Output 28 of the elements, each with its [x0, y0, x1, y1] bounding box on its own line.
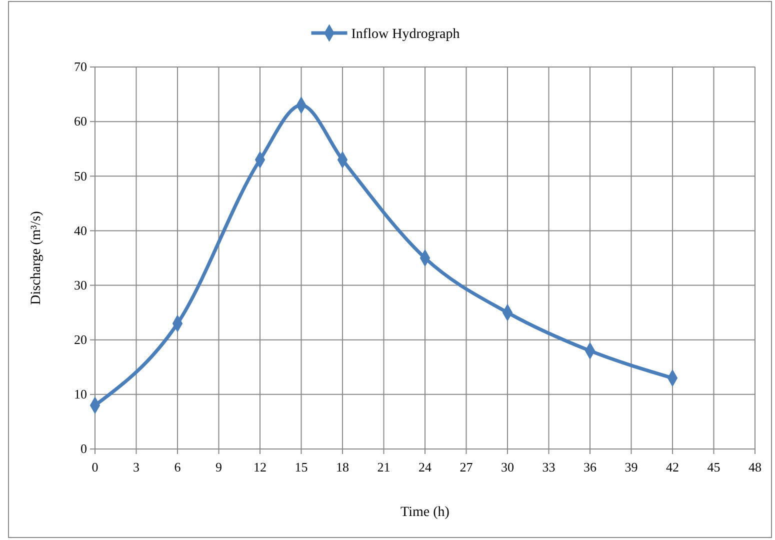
- x-tick-label: 36: [584, 459, 597, 474]
- x-tick-label: 9: [216, 459, 222, 474]
- y-axis-title: Discharge (m³/s): [29, 210, 44, 305]
- y-tick-label: 60: [74, 114, 87, 129]
- y-tick-label: 10: [74, 386, 87, 402]
- x-tick-label: 24: [418, 459, 432, 474]
- x-tick-label: 15: [294, 459, 308, 474]
- x-tick-label: 18: [336, 459, 349, 474]
- x-tick-label: 12: [254, 459, 266, 474]
- legend-label: Inflow Hydrograph: [351, 26, 460, 42]
- y-tick-label: 40: [74, 222, 87, 238]
- x-tick-label: 45: [707, 459, 720, 474]
- y-tick-label: 0: [80, 441, 87, 456]
- y-tick-label: 70: [74, 59, 87, 74]
- x-tick-label: 33: [542, 459, 556, 474]
- x-tick-label: 3: [133, 459, 140, 474]
- x-tick-label: 6: [174, 459, 182, 474]
- y-tick-label: 50: [74, 168, 87, 184]
- x-tick-label: 0: [92, 459, 98, 474]
- x-tick-label: 48: [748, 459, 762, 474]
- x-axis-title: Time (h): [400, 505, 450, 520]
- x-tick-label: 27: [460, 459, 474, 474]
- x-tick-label: 30: [501, 459, 514, 474]
- x-tick-label: 21: [377, 459, 390, 474]
- y-tick-label: 20: [74, 332, 87, 348]
- y-tick-label: 30: [74, 277, 87, 292]
- x-tick-label: 42: [666, 459, 679, 474]
- x-tick-label: 39: [624, 459, 638, 474]
